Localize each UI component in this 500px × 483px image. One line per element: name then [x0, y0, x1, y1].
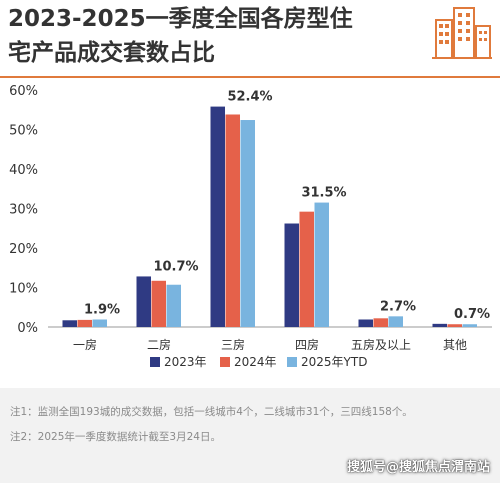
bar-1-2 [136, 276, 151, 327]
chart-title: 2023-2025一季度全国各房型住 宅产品成交套数占比 [8, 2, 418, 70]
note-1: 注1：监测全国193城的成交数据，包括一线城市4个，二线城市31个，三四线158… [10, 406, 413, 418]
bar-1-6 [432, 323, 447, 327]
bar-chart: 0% 10% 20% 30% 40% 50% 60% 1.9% 一房 10.7% 二房 52.4% 三房… [9, 84, 492, 369]
y-tick-label: 0% [17, 321, 38, 336]
bar-1-3 [210, 106, 225, 327]
x-tick-label: 二房 [147, 337, 171, 352]
legend-label-1: 2023年 [164, 355, 207, 369]
data-label: 1.9% [84, 302, 120, 317]
y-tick-label: 30% [9, 203, 38, 218]
title-line-1: 2023-2025一季度全国各房型住 [8, 6, 353, 32]
x-tick-label: 四房 [295, 337, 319, 352]
data-label: 52.4% [227, 90, 272, 105]
legend-swatch-2 [220, 357, 230, 367]
x-tick-label: 其他 [443, 338, 467, 352]
bar-2-5 [373, 318, 388, 327]
bar-1-1 [62, 320, 77, 327]
bar-2-1 [77, 319, 92, 327]
bar-3-3 [240, 120, 255, 327]
x-tick-label: 一房 [73, 337, 97, 352]
y-tick-label: 60% [9, 84, 38, 99]
bar-3-4 [314, 202, 329, 327]
legend-swatch-3 [287, 357, 297, 367]
title-line-2: 宅产品成交套数占比 [8, 40, 215, 66]
y-tick-label: 40% [9, 163, 38, 178]
bar-3-1 [92, 319, 107, 327]
bar-1-4 [284, 223, 299, 327]
legend-swatch-1 [150, 357, 160, 367]
title-divider [0, 76, 500, 78]
bar-3-2 [166, 284, 181, 327]
y-tick-label: 10% [9, 282, 38, 297]
bar-3-5 [388, 316, 403, 327]
bar-3-6 [462, 324, 477, 327]
x-tick-label: 三房 [221, 337, 245, 352]
bar-2-3 [225, 114, 240, 327]
bar-2-2 [151, 280, 166, 327]
bar-2-4 [299, 211, 314, 327]
legend-label-2: 2024年 [234, 355, 277, 369]
y-tick-label: 20% [9, 242, 38, 257]
legend-label-3: 2025年YTD [301, 355, 367, 369]
x-tick-label: 五房及以上 [351, 337, 411, 352]
note-2: 注2：2025年一季度数据统计截至3月24日。 [10, 431, 221, 443]
source-watermark: 搜狐号@搜狐焦点渭南站 [346, 460, 490, 475]
data-label: 31.5% [301, 186, 346, 201]
data-label: 0.7% [454, 307, 490, 322]
data-label: 10.7% [153, 259, 198, 274]
bar-2-6 [447, 324, 462, 327]
bar-1-5 [358, 319, 373, 327]
data-label: 2.7% [380, 299, 416, 314]
y-tick-label: 50% [9, 124, 38, 139]
notes-panel: 注1：监测全国193城的成交数据，包括一线城市4个，二线城市31个，三四线158… [0, 388, 500, 483]
building-icon [432, 7, 492, 59]
